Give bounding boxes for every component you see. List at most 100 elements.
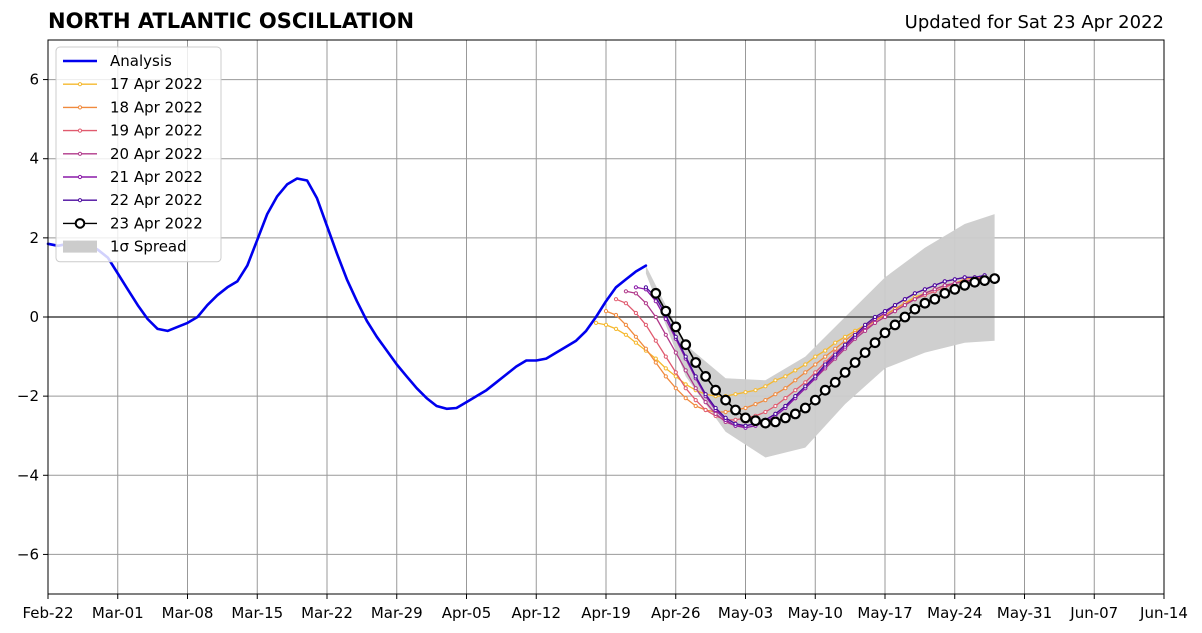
- series-3-point: [813, 370, 818, 375]
- series-7-point: [720, 394, 731, 406]
- series-6-point: [703, 392, 708, 397]
- legend-swatch-marker: [77, 105, 83, 110]
- series-1-point: [593, 320, 599, 325]
- series-3-point: [663, 354, 668, 359]
- series-6-point: [813, 374, 818, 379]
- x-tick-label: May-17: [857, 604, 912, 622]
- series-7-point: [949, 283, 961, 295]
- series-4-point: [653, 314, 658, 320]
- series-7-point: [730, 404, 741, 416]
- series-3-point: [653, 338, 658, 343]
- series-1-point: [833, 340, 838, 345]
- x-tick-label: Apr-19: [581, 604, 631, 622]
- series-3-point: [683, 386, 688, 391]
- series-4-point: [713, 411, 718, 416]
- y-tick-label: 4: [29, 150, 39, 168]
- series-6-point: [922, 287, 928, 292]
- legend-label: 1σ Spread: [110, 238, 187, 256]
- series-3-point: [633, 310, 639, 316]
- series-1-point: [653, 356, 658, 361]
- series-1-point: [753, 388, 758, 393]
- legend-swatch-marker: [77, 151, 83, 156]
- series-6-point: [773, 411, 778, 416]
- series-6-point: [882, 309, 888, 314]
- series-4-point: [703, 400, 708, 405]
- x-tick-label: Apr-26: [651, 604, 701, 622]
- legend: Analysis 17 Apr 2022 18 Apr 2022 19 Apr 202…: [55, 46, 222, 263]
- series-2-point: [603, 309, 609, 314]
- series-2-point: [823, 354, 828, 359]
- x-tick-label: May-24: [927, 604, 982, 622]
- series-2-point: [663, 374, 668, 379]
- series-7-point: [879, 327, 891, 339]
- series-7-point: [939, 287, 951, 299]
- series-1-point: [803, 362, 808, 367]
- series-1-line: [595, 276, 986, 397]
- series-7-point: [829, 376, 841, 388]
- series-7-point: [710, 384, 721, 396]
- series-5-point: [633, 285, 639, 290]
- legend-box: [55, 46, 222, 263]
- series-4-point: [922, 291, 928, 296]
- series-4-point: [863, 328, 868, 333]
- series-6-point: [942, 279, 947, 284]
- series-7-point: [660, 305, 672, 317]
- series-0-line: [46, 177, 648, 411]
- series-2-point: [723, 409, 728, 415]
- series-2-point: [693, 403, 698, 409]
- series-1-point: [733, 392, 738, 397]
- series-7-point: [819, 384, 831, 396]
- series-7-point: [919, 297, 931, 309]
- series-1-point: [673, 374, 678, 379]
- chart-title: NORTH ATLANTIC OSCILLATION: [48, 9, 415, 33]
- series-7-point: [770, 416, 781, 428]
- series-2-point: [623, 322, 629, 327]
- series-7-point: [780, 412, 791, 424]
- series-6-point: [962, 275, 967, 280]
- series-lines: [46, 177, 1000, 430]
- chart-subtitle: Updated for Sat 23 Apr 2022: [904, 12, 1164, 33]
- series-2-point: [783, 386, 788, 391]
- series-7-point: [740, 412, 751, 424]
- series-2-point: [763, 398, 768, 403]
- x-tick-label: Mar-29: [371, 604, 423, 622]
- series-4-point: [872, 320, 878, 325]
- series-2-point: [793, 378, 798, 383]
- series-2-point: [743, 405, 748, 411]
- series-7-point: [929, 293, 941, 305]
- spread-area: [645, 214, 995, 458]
- series-3-point: [623, 301, 629, 306]
- series-2-point: [803, 370, 808, 375]
- legend-label: 18 Apr 2022: [110, 98, 203, 116]
- series-6-point: [743, 423, 748, 428]
- legend-swatch-marker: [77, 128, 83, 133]
- series-7-point: [979, 275, 990, 287]
- series-1-point: [613, 326, 619, 331]
- series-1-point: [773, 378, 778, 383]
- series-7-point: [690, 357, 702, 368]
- series-6-point: [853, 332, 858, 337]
- series-7-point: [969, 276, 981, 288]
- x-tick-label: Apr-05: [442, 604, 492, 622]
- series-4-point: [942, 283, 947, 288]
- series-3-point: [673, 370, 678, 375]
- legend-label: 17 Apr 2022: [110, 75, 203, 93]
- series-6-point: [912, 291, 918, 296]
- series-7-point: [789, 408, 801, 420]
- series-1-point: [823, 348, 828, 353]
- series-7-point: [750, 415, 761, 427]
- series-6-point: [952, 277, 957, 282]
- series-7-point: [839, 367, 851, 378]
- series-6-point: [803, 384, 808, 389]
- legend-label: 22 Apr 2022: [110, 191, 203, 209]
- x-tick-label: Mar-22: [301, 604, 353, 622]
- series-4-point: [932, 287, 937, 292]
- series-7-point: [650, 287, 662, 299]
- series-7: [650, 273, 1000, 429]
- legend-swatch-marker: [74, 218, 86, 229]
- series-7-point: [670, 321, 682, 333]
- series-2-point: [643, 346, 649, 351]
- series-3-point: [733, 417, 738, 422]
